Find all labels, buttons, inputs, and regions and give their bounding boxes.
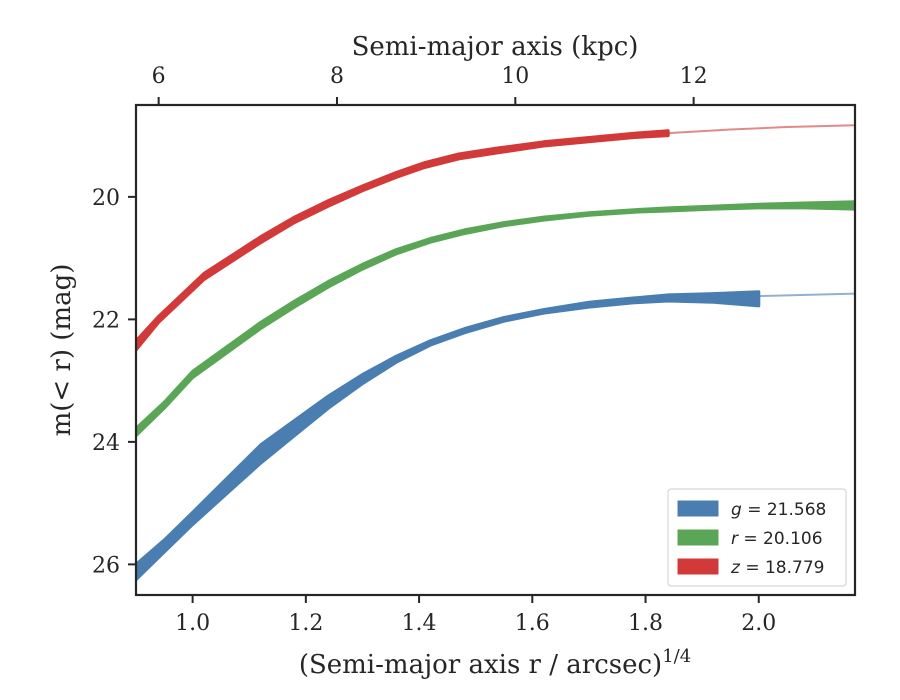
- legend-swatch-2: [677, 558, 719, 575]
- legend-label-2: z = 18.779: [730, 558, 824, 578]
- series-2-extrapolation-line: [668, 124, 855, 135]
- ticks-layer: 1.0 1.2 1.4 1.6 1.8 2.0 6 8 10 12 20 22 24 26: [92, 64, 776, 636]
- y-tick-label-3: 26: [92, 553, 120, 578]
- top-x-tick-label-0: 6: [152, 64, 166, 89]
- legend-swatch-0: [677, 500, 719, 517]
- top-x-tick-label-1: 8: [330, 64, 344, 89]
- x-tick-label-5: 2.0: [741, 611, 776, 636]
- y-axis-title: m(< r) (mag): [47, 264, 77, 437]
- y-tick-label-0: 20: [92, 186, 120, 211]
- legend-label-1: r = 20.106: [731, 529, 823, 549]
- series-0-band: [136, 290, 761, 582]
- top-x-tick-label-2: 10: [501, 64, 529, 89]
- x-tick-label-1: 1.2: [288, 611, 323, 636]
- legend-swatch-1: [677, 529, 719, 546]
- y-tick-label-2: 24: [92, 431, 120, 456]
- plot-frame: [134, 103, 857, 597]
- x-axis-title-superscript: 1/4: [662, 646, 691, 667]
- series-layer: [136, 124, 855, 582]
- legend: g = 21.568 r = 20.106 z = 18.779: [667, 488, 847, 587]
- x-tick-label-2: 1.4: [402, 611, 437, 636]
- x-tick-label-3: 1.6: [515, 611, 550, 636]
- y-tick-label-1: 22: [92, 308, 120, 333]
- top-x-axis-title: Semi-major axis (kpc): [352, 32, 639, 62]
- top-x-tick-label-3: 12: [680, 64, 708, 89]
- x-tick-label-4: 1.8: [628, 611, 663, 636]
- legend-label-0: g = 21.568: [731, 500, 826, 520]
- x-tick-label-0: 1.0: [175, 611, 210, 636]
- series-0-extrapolation-line: [758, 292, 855, 298]
- series-2-band: [136, 129, 670, 352]
- series-1-band: [136, 200, 855, 438]
- x-axis-title-text: (Semi-major axis r / arcsec): [299, 650, 662, 680]
- legend-items: g = 21.568 r = 20.106 z = 18.779: [677, 500, 826, 578]
- x-axis-title: (Semi-major axis r / arcsec)1/4: [299, 646, 691, 680]
